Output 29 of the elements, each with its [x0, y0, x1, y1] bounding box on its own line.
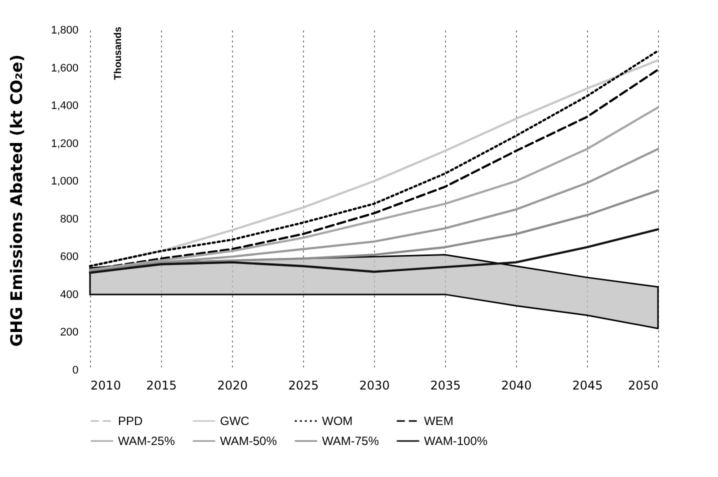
x-tick-label: 2040 [501, 378, 532, 392]
legend-label: WAM-100% [424, 434, 488, 448]
legend-label: WOM [322, 414, 353, 428]
y-tick-label: 400 [60, 288, 78, 301]
y-tick-label: 0 [72, 364, 78, 376]
x-tick-label: 2050 [628, 378, 658, 392]
legend-label: WAM-50% [220, 434, 278, 448]
y-tick-label: 1,000 [50, 176, 78, 188]
y-tick-label: 1,400 [50, 100, 78, 112]
y-tick-label: 800 [60, 213, 78, 226]
x-tick-label: 2035 [430, 378, 461, 392]
x-tick-label: 2030 [359, 378, 390, 392]
x-tick-label: 2010 [90, 378, 122, 392]
y-axis-title: GHG Emissions Abated (kt CO₂e) [6, 54, 26, 347]
x-tick-label: 2045 [572, 378, 603, 392]
legend-label: WAM-75% [322, 434, 380, 448]
y-tick-label: 200 [60, 326, 78, 339]
annotation: Thousands [113, 26, 124, 80]
y-tick-label: 1,200 [50, 138, 78, 150]
legend-label: WAM-25% [118, 434, 176, 448]
legend-label: WEM [424, 414, 454, 428]
y-tick-label: 1,800 [50, 24, 78, 36]
x-tick-label: 2020 [217, 378, 248, 392]
y-tick-label: 1,600 [50, 62, 78, 74]
legend-label: GWC [220, 414, 250, 428]
x-tick-label: 2015 [146, 378, 177, 392]
y-tick-label: 600 [60, 251, 78, 264]
x-tick-label: 2025 [288, 378, 319, 392]
legend-label: PPD [118, 414, 144, 428]
